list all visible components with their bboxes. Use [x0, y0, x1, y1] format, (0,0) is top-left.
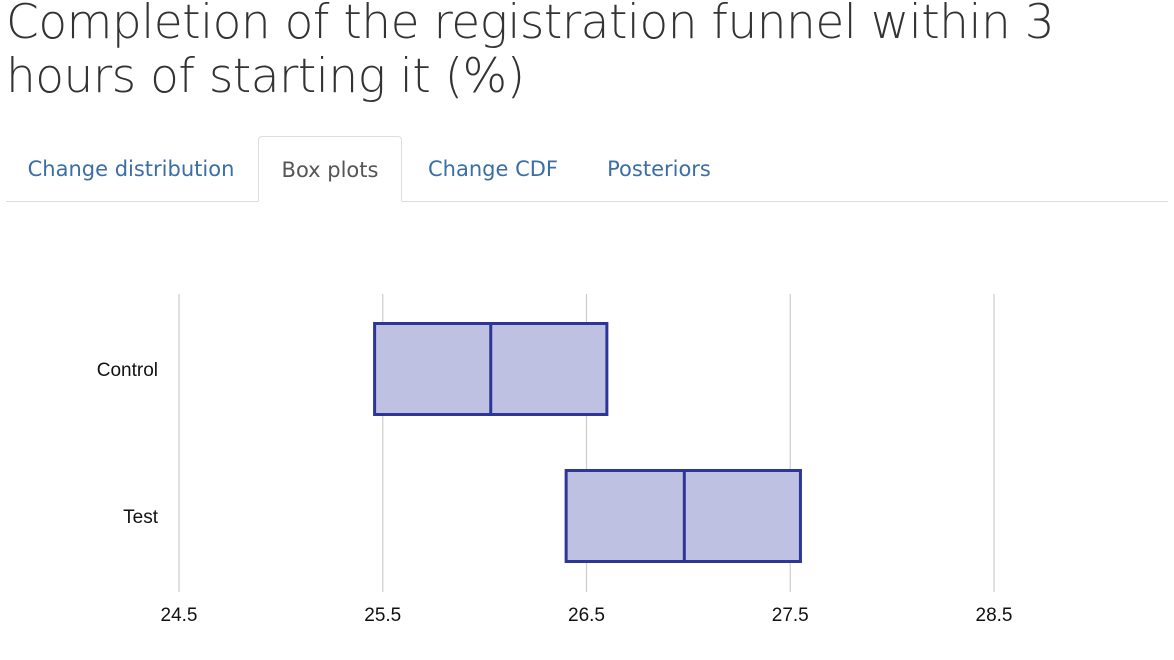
x-tick-label: 26.5	[568, 605, 605, 626]
category-label: Control	[97, 360, 158, 381]
page-title: Completion of the registration funnel wi…	[6, 0, 1055, 104]
x-tick-label: 25.5	[364, 605, 401, 626]
tab-posteriors[interactable]: Posteriors	[607, 157, 711, 181]
x-tick-label: 24.5	[161, 605, 198, 626]
boxes	[373, 322, 802, 563]
box-test	[564, 469, 802, 563]
x-axis-ticks: 24.5 25.5 26.5 27.5 28.5	[161, 605, 1013, 626]
tab-box-plots[interactable]: Box plots	[258, 136, 402, 202]
x-tick-label: 28.5	[976, 605, 1013, 626]
category-label: Test	[123, 507, 159, 528]
x-tick-label: 27.5	[772, 605, 809, 626]
tab-change-distribution[interactable]: Change distribution	[27, 157, 235, 181]
category-labels: Control Test	[97, 360, 159, 528]
box-control	[373, 322, 609, 416]
tab-change-cdf[interactable]: Change CDF	[428, 157, 558, 181]
tab-bar: Change distribution Box plots Change CDF…	[6, 136, 1168, 202]
